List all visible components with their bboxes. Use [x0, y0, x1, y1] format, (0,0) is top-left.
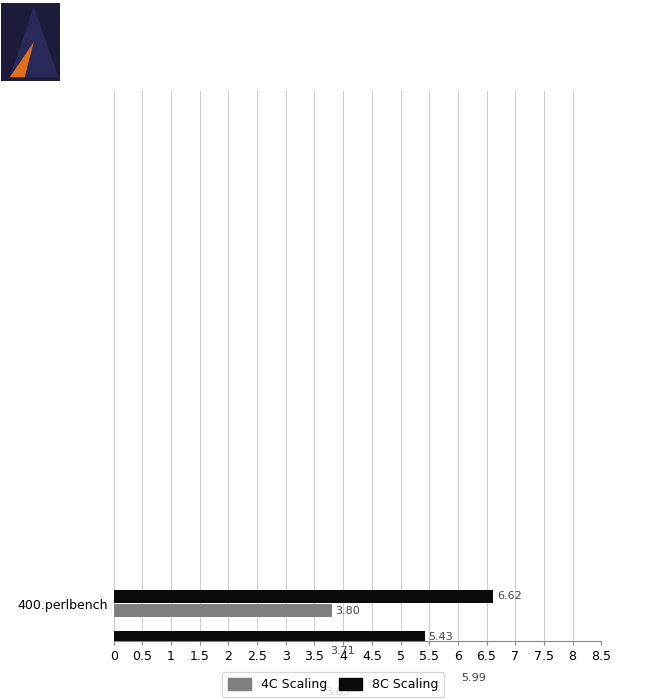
- Polygon shape: [10, 42, 34, 77]
- Bar: [114, 631, 425, 643]
- Bar: [114, 671, 458, 684]
- Text: 6.62: 6.62: [497, 592, 521, 601]
- Bar: [114, 645, 326, 658]
- Text: 3.71: 3.71: [330, 646, 355, 656]
- Text: 3.63: 3.63: [326, 687, 350, 696]
- Text: 5.99: 5.99: [461, 673, 486, 682]
- Text: 3.80: 3.80: [335, 606, 360, 616]
- Bar: [114, 590, 493, 603]
- FancyBboxPatch shape: [1, 4, 60, 80]
- Polygon shape: [10, 7, 58, 77]
- Text: 5.43: 5.43: [428, 632, 453, 642]
- Bar: [114, 604, 332, 617]
- Text: Tegra Xavier AGX - SPECint2006 Speed vs Rate Scaling: Tegra Xavier AGX - SPECint2006 Speed vs …: [68, 18, 624, 36]
- Text: Scale from 1T Speed to 8T Rate: Scale from 1T Speed to 8T Rate: [68, 57, 268, 69]
- Legend: 4C Scaling, 8C Scaling: 4C Scaling, 8C Scaling: [222, 672, 445, 697]
- Bar: [114, 685, 322, 699]
